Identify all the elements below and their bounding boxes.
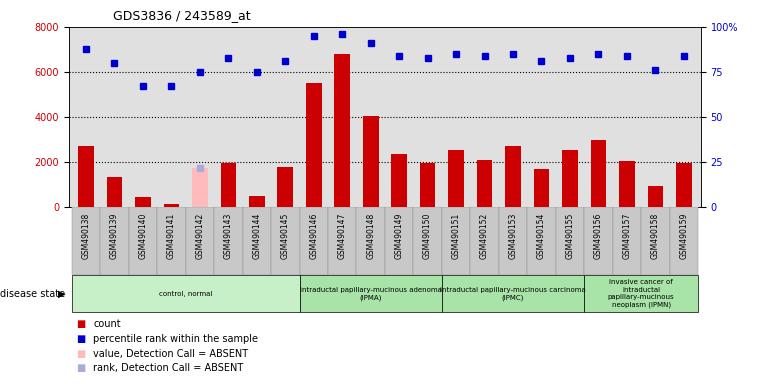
Bar	[164, 204, 179, 207]
FancyBboxPatch shape	[157, 207, 185, 275]
Text: GDS3836 / 243589_at: GDS3836 / 243589_at	[113, 9, 250, 22]
Text: GSM490140: GSM490140	[139, 213, 147, 259]
Bar	[306, 83, 322, 207]
Text: GSM490153: GSM490153	[509, 213, 518, 259]
Text: GSM490156: GSM490156	[594, 213, 603, 259]
Text: GSM490139: GSM490139	[110, 213, 119, 259]
Bar	[106, 177, 123, 207]
Bar	[420, 163, 435, 207]
Text: control, normal: control, normal	[159, 291, 212, 297]
FancyBboxPatch shape	[129, 207, 157, 275]
Bar	[506, 146, 521, 207]
Text: ■: ■	[77, 319, 86, 329]
Text: GSM490159: GSM490159	[679, 213, 689, 259]
FancyBboxPatch shape	[185, 207, 214, 275]
Text: GSM490145: GSM490145	[281, 213, 290, 259]
Text: intraductal papillary-mucinous carcinoma
(IPMC): intraductal papillary-mucinous carcinoma…	[440, 287, 586, 301]
FancyBboxPatch shape	[356, 207, 385, 275]
FancyBboxPatch shape	[499, 207, 527, 275]
Bar	[78, 146, 94, 207]
Text: GSM490157: GSM490157	[623, 213, 631, 259]
FancyBboxPatch shape	[271, 207, 300, 275]
FancyBboxPatch shape	[584, 275, 698, 312]
FancyBboxPatch shape	[669, 207, 698, 275]
Text: GSM490148: GSM490148	[366, 213, 375, 259]
FancyBboxPatch shape	[300, 275, 442, 312]
Bar	[591, 140, 606, 207]
FancyBboxPatch shape	[555, 207, 584, 275]
Text: GSM490146: GSM490146	[309, 213, 318, 259]
Bar	[676, 163, 692, 207]
Bar	[476, 160, 493, 207]
Text: ■: ■	[77, 363, 86, 373]
FancyBboxPatch shape	[414, 207, 442, 275]
FancyBboxPatch shape	[214, 207, 243, 275]
Text: ■: ■	[77, 349, 86, 359]
Bar	[192, 168, 208, 207]
Bar	[221, 163, 236, 207]
Text: GSM490144: GSM490144	[252, 213, 261, 259]
Text: count: count	[93, 319, 121, 329]
FancyBboxPatch shape	[442, 275, 584, 312]
Text: invasive cancer of
intraductal
papillary-mucinous
neoplasm (IPMN): invasive cancer of intraductal papillary…	[607, 279, 674, 308]
Text: rank, Detection Call = ABSENT: rank, Detection Call = ABSENT	[93, 363, 244, 373]
Bar	[562, 150, 578, 207]
FancyBboxPatch shape	[243, 207, 271, 275]
FancyBboxPatch shape	[442, 207, 470, 275]
FancyBboxPatch shape	[641, 207, 669, 275]
Bar	[249, 196, 264, 207]
FancyBboxPatch shape	[328, 207, 356, 275]
Text: GSM490149: GSM490149	[394, 213, 404, 259]
Text: GSM490143: GSM490143	[224, 213, 233, 259]
Text: GSM490155: GSM490155	[565, 213, 574, 259]
Text: GSM490138: GSM490138	[81, 213, 90, 259]
Bar	[135, 197, 151, 207]
Text: value, Detection Call = ABSENT: value, Detection Call = ABSENT	[93, 349, 249, 359]
Text: GSM490154: GSM490154	[537, 213, 546, 259]
FancyBboxPatch shape	[470, 207, 499, 275]
Text: disease state: disease state	[0, 289, 65, 299]
Text: ▶: ▶	[58, 289, 66, 299]
Text: ■: ■	[77, 334, 86, 344]
Bar	[363, 116, 378, 207]
FancyBboxPatch shape	[613, 207, 641, 275]
FancyBboxPatch shape	[584, 207, 613, 275]
Bar	[448, 150, 464, 207]
Text: intraductal papillary-mucinous adenoma
(IPMA): intraductal papillary-mucinous adenoma (…	[300, 287, 442, 301]
Text: GSM490152: GSM490152	[480, 213, 489, 259]
Bar	[391, 154, 407, 207]
Text: GSM490141: GSM490141	[167, 213, 176, 259]
Bar	[647, 186, 663, 207]
FancyBboxPatch shape	[385, 207, 414, 275]
Text: GSM490142: GSM490142	[195, 213, 205, 259]
FancyBboxPatch shape	[100, 207, 129, 275]
Text: GSM490150: GSM490150	[423, 213, 432, 259]
Bar	[619, 161, 635, 207]
FancyBboxPatch shape	[72, 207, 100, 275]
Text: percentile rank within the sample: percentile rank within the sample	[93, 334, 258, 344]
Text: GSM490147: GSM490147	[338, 213, 347, 259]
FancyBboxPatch shape	[72, 275, 300, 312]
Bar	[277, 167, 293, 207]
FancyBboxPatch shape	[527, 207, 555, 275]
Bar	[192, 200, 208, 207]
Bar	[534, 169, 549, 207]
Bar	[335, 54, 350, 207]
Text: GSM490158: GSM490158	[651, 213, 660, 259]
FancyBboxPatch shape	[300, 207, 328, 275]
Text: GSM490151: GSM490151	[452, 213, 460, 259]
